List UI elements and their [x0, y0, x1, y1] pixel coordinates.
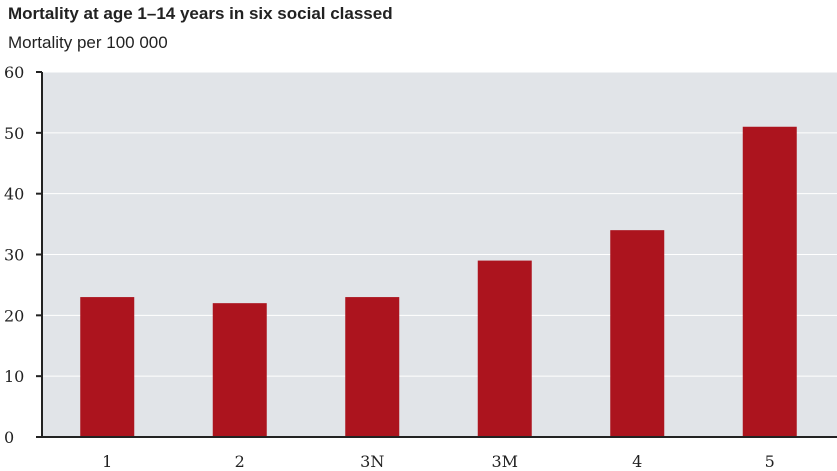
y-tick-label: 30 [4, 246, 24, 265]
axes [36, 71, 837, 438]
x-tick-label: 4 [632, 452, 642, 471]
x-tick-label: 1 [102, 452, 112, 471]
chart-title: Mortality at age 1–14 years in six socia… [8, 4, 393, 23]
x-tick-label: 3M [491, 452, 518, 471]
x-tick-label: 2 [235, 452, 245, 471]
bar-3M [477, 260, 532, 437]
bar-2 [212, 303, 267, 437]
y-tick-label: 40 [4, 185, 24, 204]
bars [80, 126, 797, 437]
tick-labels: 0 10 20 30 40 50 60 1 2 3N 3M 4 5 [4, 63, 775, 471]
y-tick-label: 20 [4, 306, 24, 325]
bar-5 [742, 126, 797, 437]
chart-subtitle: Mortality per 100 000 [8, 33, 168, 52]
x-tick-label: 5 [765, 452, 775, 471]
bar-1 [80, 297, 135, 437]
gridlines [42, 71, 837, 377]
y-tick-label: 50 [4, 124, 24, 143]
bar-3N [345, 297, 400, 437]
y-tick-label: 60 [4, 63, 24, 82]
x-tick-label: 3N [360, 452, 384, 471]
y-tick-label: 10 [4, 367, 24, 386]
bar-4 [610, 230, 665, 437]
y-tick-label: 0 [4, 428, 14, 447]
